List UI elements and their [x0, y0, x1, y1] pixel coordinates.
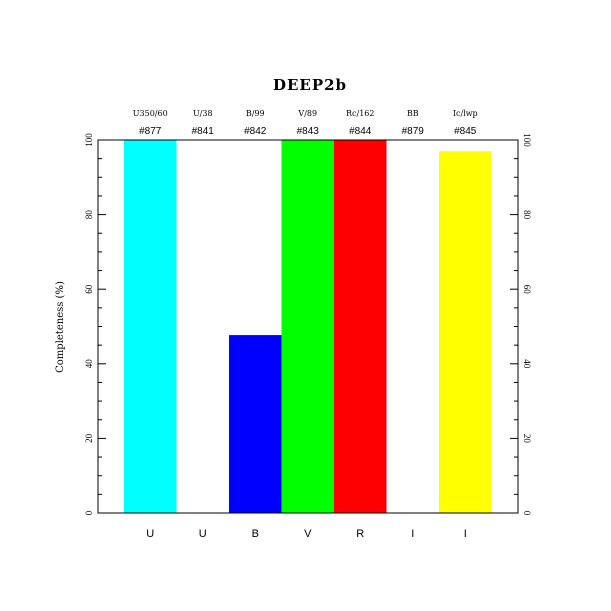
detector-label-4: #844 — [349, 126, 372, 137]
left-tick-label-40: 40 — [84, 359, 94, 369]
right-tick-label-60: 60 — [522, 285, 532, 295]
category-label-6: I — [464, 528, 467, 540]
left-tick-label-0: 0 — [84, 510, 94, 515]
left-tick-label-80: 80 — [84, 210, 94, 220]
axes-group: 0 0 20 20 40 40 60 60 80 80 100 100 — [84, 133, 532, 516]
bar-0 — [124, 140, 177, 513]
detector-label-5: #879 — [402, 126, 425, 137]
filter-label-6: Ic/lwp — [453, 109, 478, 118]
chart-title: DEEP2b — [273, 76, 347, 94]
left-tick-label-100: 100 — [84, 133, 94, 147]
bar-2 — [229, 335, 282, 513]
right-tick-label-20: 20 — [522, 434, 532, 444]
filter-label-3: V/89 — [297, 109, 317, 118]
bar-4 — [334, 140, 387, 513]
top-labels-group: U350/60 #877 U/38 #841 B/99 #842 V/89 #843 Rc/16… — [133, 109, 478, 137]
y-axis-label: Completeness (%) — [55, 281, 66, 373]
filter-label-4: Rc/162 — [346, 109, 374, 118]
filter-label-0: U350/60 — [133, 109, 168, 118]
filter-label-1: U/38 — [193, 109, 213, 118]
category-label-0: U — [146, 528, 154, 540]
detector-label-6: #845 — [454, 126, 477, 137]
bar-6 — [439, 151, 492, 513]
detector-label-0: #877 — [139, 126, 162, 137]
right-tick-label-40: 40 — [522, 359, 532, 369]
right-tick-label-100: 100 — [522, 133, 532, 147]
left-tick-label-20: 20 — [84, 433, 94, 443]
right-tick-label-0: 0 — [522, 511, 532, 516]
left-tick-label-60: 60 — [84, 284, 94, 294]
category-label-1: U — [199, 528, 207, 540]
filter-label-2: B/99 — [246, 109, 265, 118]
bar-3 — [281, 140, 334, 513]
right-tick-label-80: 80 — [522, 210, 532, 220]
bars-group — [124, 140, 492, 513]
filter-label-5: BB — [407, 109, 419, 118]
category-label-2: B — [252, 528, 259, 540]
detector-label-1: #841 — [192, 126, 215, 137]
detector-label-2: #842 — [244, 126, 267, 137]
detector-label-3: #843 — [297, 126, 320, 137]
category-label-4: R — [356, 528, 364, 540]
category-label-5: I — [411, 528, 414, 540]
category-label-3: V — [304, 528, 312, 540]
